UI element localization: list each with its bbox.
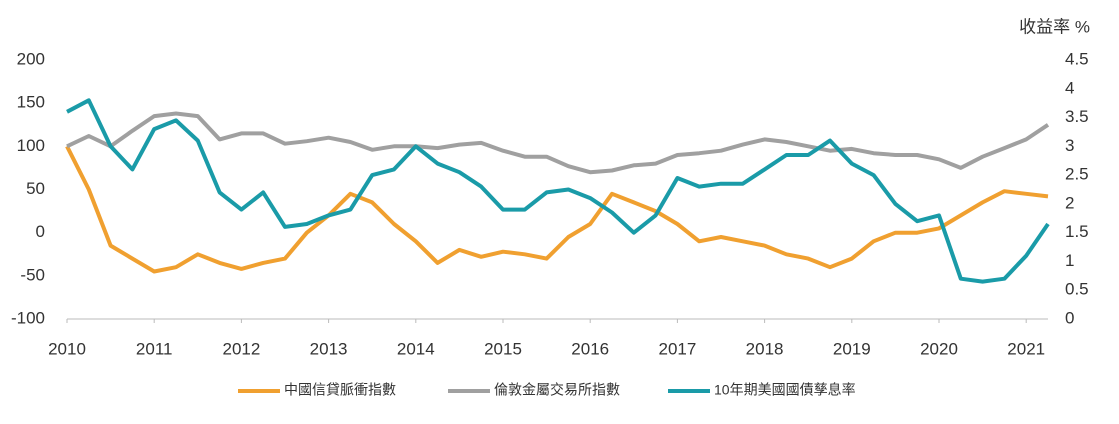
y2-tick-label: 2.5 (1065, 165, 1089, 184)
y-tick-label: -50 (20, 265, 45, 284)
x-tick-label: 2020 (920, 339, 958, 358)
y2-tick-label: 4.5 (1065, 49, 1089, 68)
y2-axis-label: 收益率 % (1019, 17, 1090, 36)
legend-label: 倫敦金屬交易所指數 (494, 382, 620, 398)
x-tick-label: 2016 (571, 339, 609, 358)
x-tick-label: 2017 (658, 339, 696, 358)
legend-label: 10年期美國國債孳息率 (714, 382, 856, 398)
y-tick-label: 0 (36, 222, 45, 241)
series-line (66, 98, 1050, 284)
x-tick-label: 2018 (746, 339, 784, 358)
y2-tick-label: 1 (1065, 251, 1074, 270)
x-tick-label: 2012 (222, 339, 260, 358)
x-tick-label: 2014 (397, 339, 435, 358)
y-tick-label: 200 (17, 49, 45, 68)
x-tick-label: 2011 (136, 339, 173, 358)
x-tick-label: 2010 (48, 339, 86, 358)
y2-tick-label: 2 (1065, 193, 1074, 212)
y2-tick-label: 0.5 (1065, 280, 1089, 299)
y2-tick-label: 0 (1065, 308, 1074, 327)
series-line (65, 145, 1049, 274)
x-tick-label: 2013 (310, 339, 348, 358)
y2-tick-label: 1.5 (1065, 222, 1089, 241)
x-tick-label: 2021 (1007, 339, 1045, 358)
y-tick-label: 50 (26, 179, 45, 198)
y-tick-label: 150 (17, 93, 45, 112)
y2-tick-label: 3.5 (1065, 107, 1089, 126)
x-tick-label: 2019 (833, 339, 871, 358)
y-tick-label: 100 (17, 136, 45, 155)
y-tick-label: -100 (11, 308, 45, 327)
y2-tick-label: 3 (1065, 136, 1074, 155)
y2-tick-label: 4 (1065, 78, 1074, 97)
x-tick-label: 2015 (484, 339, 522, 358)
legend-label: 中國信貸脈衝指數 (284, 382, 396, 398)
series-line (66, 111, 1050, 175)
